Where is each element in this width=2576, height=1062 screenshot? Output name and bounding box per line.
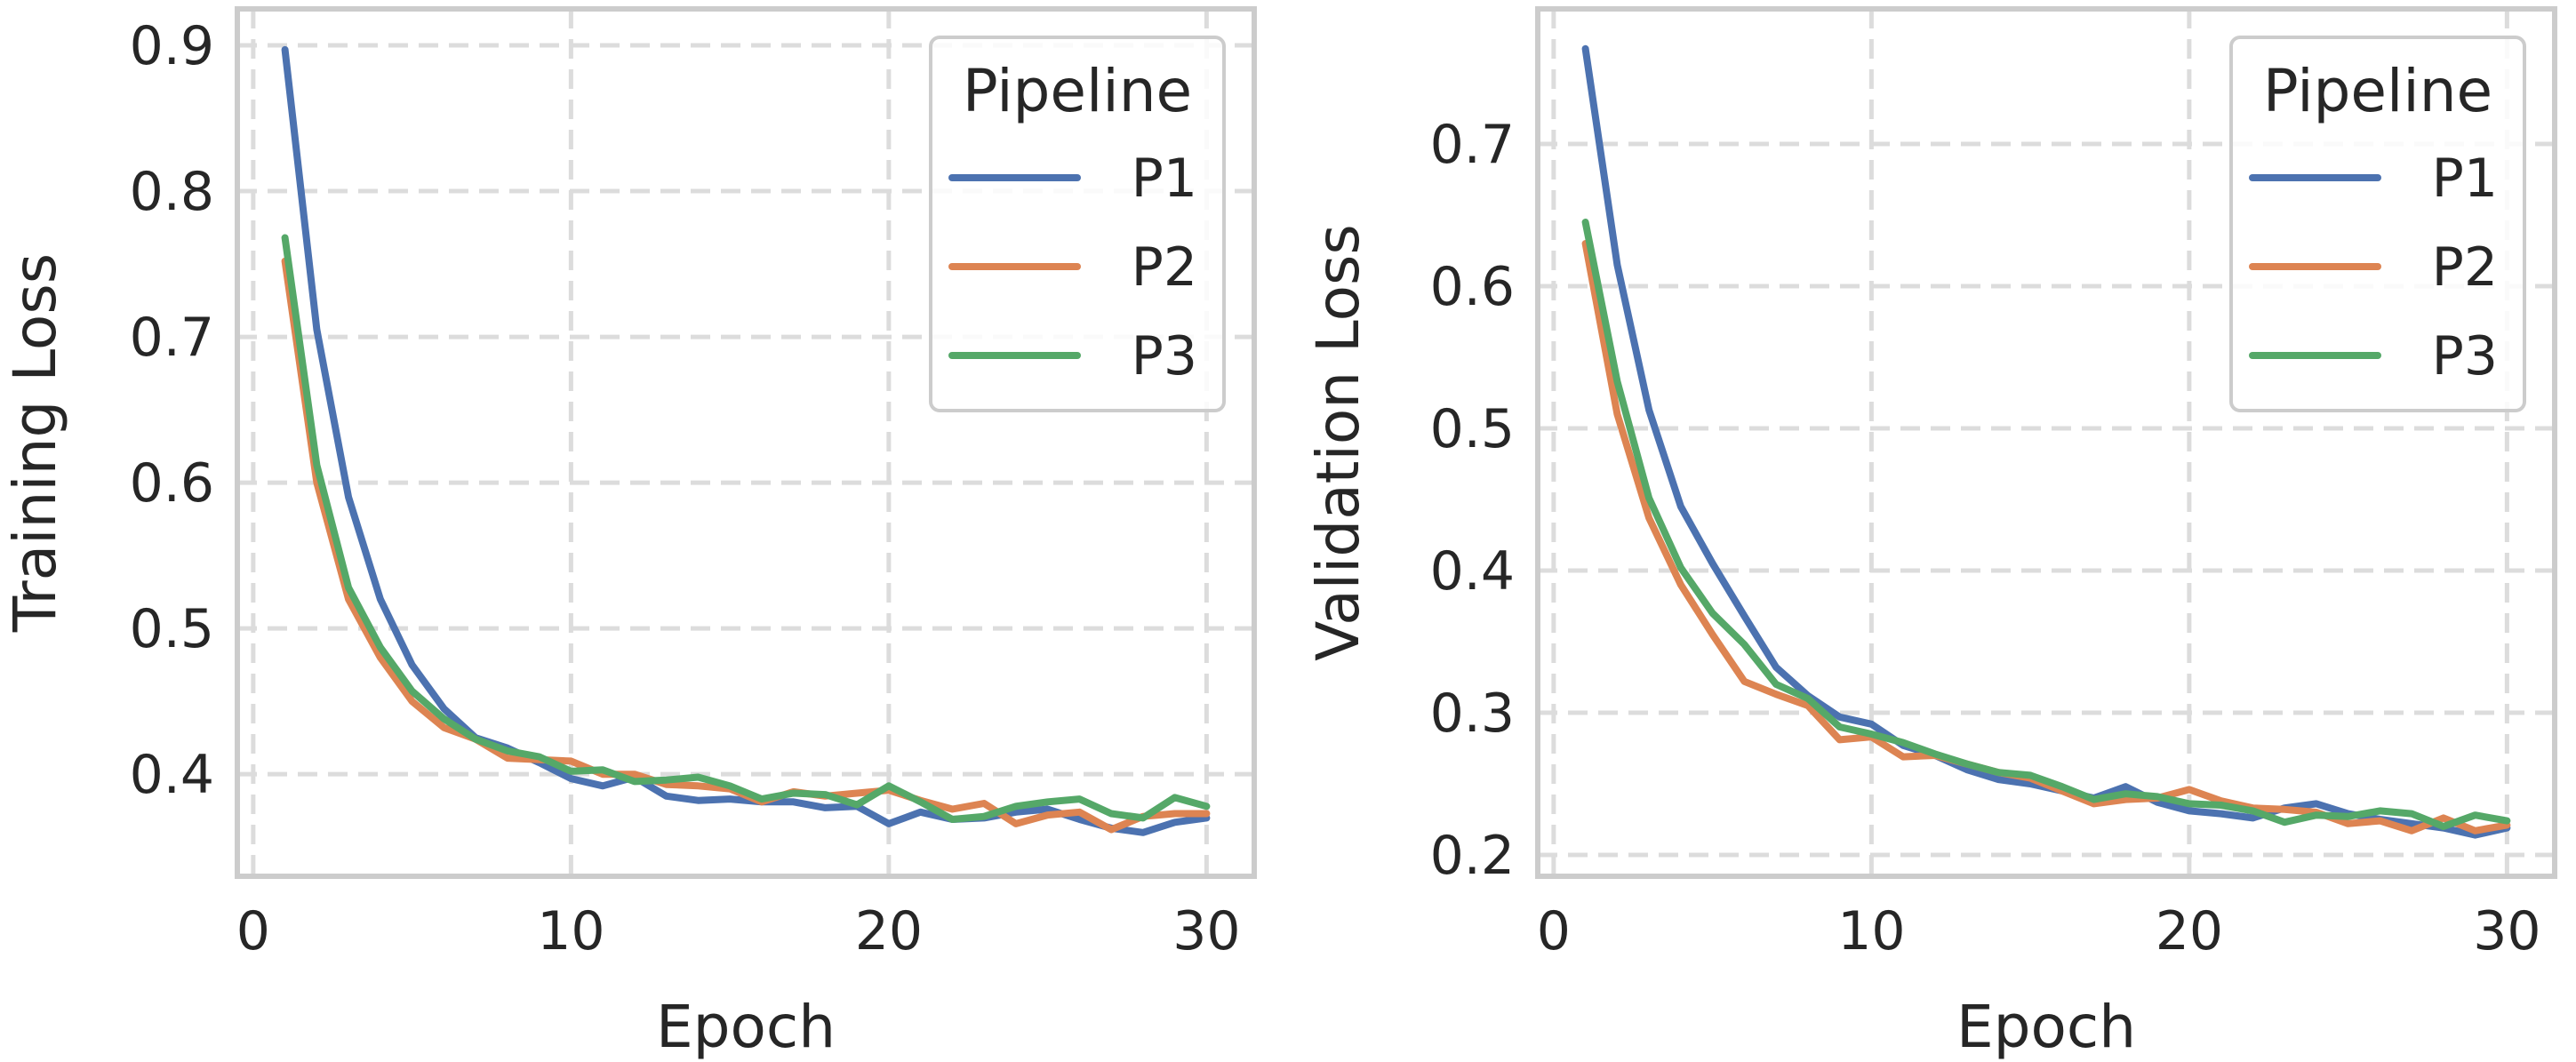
y-tick-label: 0.4 — [130, 744, 214, 806]
legend-box — [929, 36, 1226, 412]
legend-label-p1: P1 — [2432, 148, 2498, 210]
x-tick-label: 20 — [2156, 900, 2223, 962]
plot-frame — [1535, 6, 2557, 879]
legend-label-p3: P3 — [1132, 325, 1197, 387]
legend-title: Pipeline — [2263, 57, 2492, 125]
legend-label-p1: P1 — [1132, 148, 1197, 210]
x-tick-label: 0 — [1537, 900, 1571, 962]
y-axis-label: Training Loss — [1, 253, 69, 633]
legend-label-p3: P3 — [2432, 325, 2498, 387]
legend-label-p2: P2 — [1132, 236, 1197, 299]
legend-title: Pipeline — [963, 57, 1192, 125]
legend: Pipeline P1 P2 P3 — [929, 36, 1226, 412]
x-tick-label: 10 — [1837, 900, 1905, 962]
x-tick-label: 30 — [1172, 900, 1240, 962]
y-axis-label: Validation Loss — [1304, 224, 1372, 661]
x-tick-label: 20 — [855, 900, 923, 962]
legend-box — [2229, 36, 2526, 412]
y-tick-label: 0.7 — [130, 307, 214, 369]
series-line-p1 — [281, 45, 1211, 836]
x-axis-label: Epoch — [1956, 993, 2136, 1061]
chart-panel-1: 0 10 20 30 0.4 0.5 0.6 0.7 0.8 0.9 Epoch Training L… — [1, 6, 1257, 1061]
y-tick-label: 0.8 — [130, 161, 214, 223]
y-tick-label: 0.7 — [1430, 114, 1515, 176]
y-tick-label: 0.6 — [1430, 256, 1515, 318]
x-tick-label: 0 — [236, 900, 270, 962]
plot-frame — [235, 6, 1257, 879]
chart-panel-2: 0 10 20 30 0.2 0.3 0.4 0.5 0.6 0.7 Epoch Validation… — [1304, 6, 2557, 1061]
x-axis-label: Epoch — [656, 993, 836, 1061]
y-tick-label: 0.6 — [130, 452, 214, 515]
series-line-p3 — [281, 234, 1211, 823]
y-tick-label: 0.2 — [1430, 825, 1515, 887]
series-line-p3 — [1581, 219, 2511, 830]
legend: Pipeline P1 P2 P3 — [2229, 36, 2526, 412]
y-tick-label: 0.5 — [1430, 398, 1515, 460]
y-tick-label: 0.5 — [130, 598, 214, 660]
y-tick-label: 0.3 — [1430, 683, 1515, 745]
x-tick-label: 30 — [2473, 900, 2540, 962]
y-tick-label: 0.4 — [1430, 540, 1515, 603]
x-tick-label: 10 — [537, 900, 604, 962]
y-tick-label: 0.9 — [130, 15, 214, 77]
legend-label-p2: P2 — [2432, 236, 2498, 299]
